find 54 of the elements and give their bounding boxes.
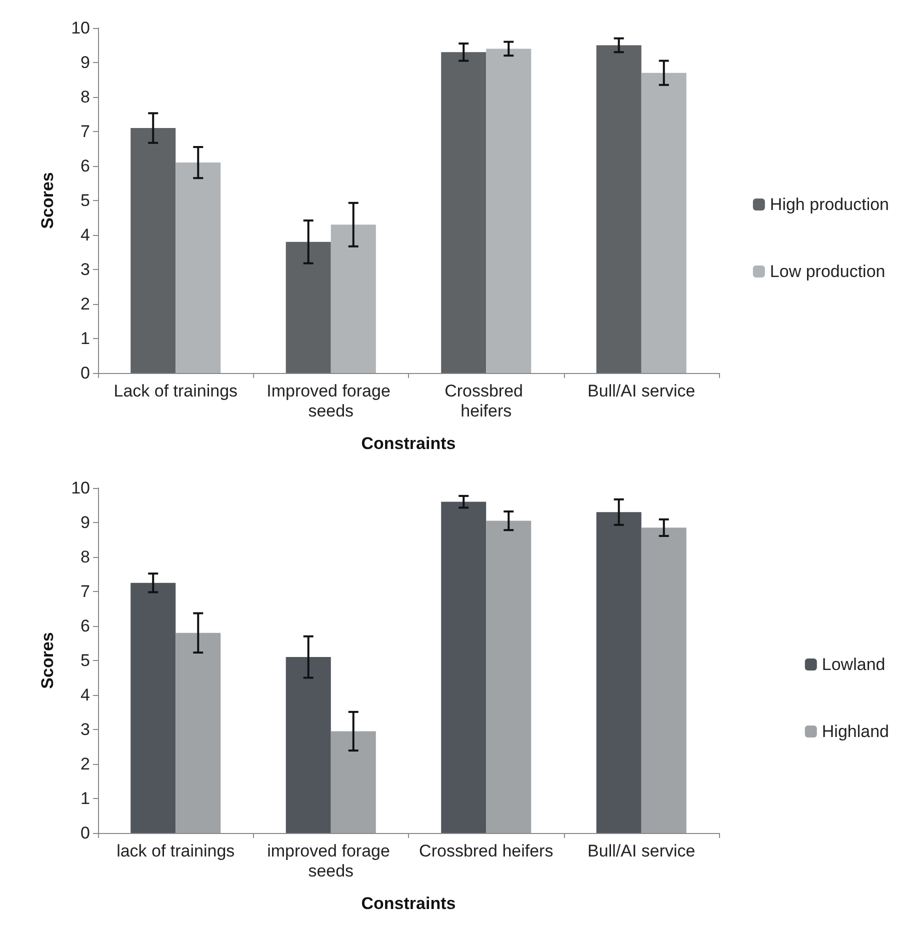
y-tick-label: 0	[80, 364, 90, 382]
y-tick-label: 5	[80, 191, 90, 210]
bar	[286, 242, 331, 373]
bar	[176, 162, 221, 373]
legend-label: High production	[770, 195, 890, 214]
y-tick-label: 0	[80, 824, 90, 842]
bar	[596, 512, 642, 833]
bar	[286, 657, 331, 833]
bar	[641, 72, 686, 373]
x-tick-label: Crossbred heifers	[444, 382, 528, 420]
y-tick-label: 3	[80, 260, 90, 279]
y-tick-label: 4	[80, 226, 90, 244]
legend-label: Lowland	[822, 655, 886, 674]
y-tick-label: 2	[80, 294, 90, 314]
x-tick-label: Improved forage seeds	[266, 382, 396, 420]
bar	[130, 128, 176, 373]
y-tick-label: 9	[80, 53, 90, 72]
x-tick-label: Bull/AI service	[588, 382, 696, 400]
legend-label: Low production	[770, 262, 886, 281]
y-tick-label: 2	[80, 754, 90, 774]
x-tick-label: Bull/AI service	[588, 842, 696, 860]
y-tick-label: 7	[80, 582, 90, 601]
bar	[330, 731, 376, 833]
x-axis-title: Constraints	[361, 434, 456, 453]
x-axis-title: Constraints	[361, 894, 456, 913]
bar	[641, 528, 686, 833]
y-tick-label: 8	[80, 548, 90, 566]
bar	[486, 48, 532, 373]
y-tick-label: 8	[80, 88, 90, 106]
x-tick-label: Lack of trainings	[114, 382, 238, 400]
y-tick-label: 5	[80, 651, 90, 670]
y-tick-label: 10	[71, 18, 90, 38]
y-tick-label: 7	[80, 122, 90, 141]
y-tick-label: 6	[80, 156, 90, 176]
y-tick-label: 4	[80, 686, 90, 704]
bar	[130, 582, 176, 833]
x-tick-label: Crossbred heifers	[419, 842, 554, 860]
bar	[486, 520, 532, 833]
bar	[176, 632, 221, 833]
y-tick-label: 1	[80, 329, 90, 348]
legend-label: Highland	[822, 722, 890, 741]
bar	[330, 224, 376, 373]
y-axis-title: Scores	[38, 632, 57, 689]
y-tick-label: 6	[80, 616, 90, 636]
bar	[441, 502, 486, 833]
x-tick-label: improved forage seeds	[267, 842, 395, 880]
y-axis-title: Scores	[38, 172, 57, 229]
y-tick-label: 9	[80, 513, 90, 532]
bar	[441, 52, 486, 373]
y-tick-label: 1	[80, 789, 90, 808]
y-tick-label: 3	[80, 720, 90, 739]
x-tick-label: lack of trainings	[116, 842, 235, 860]
bar	[596, 45, 642, 373]
y-tick-label: 10	[71, 478, 90, 498]
